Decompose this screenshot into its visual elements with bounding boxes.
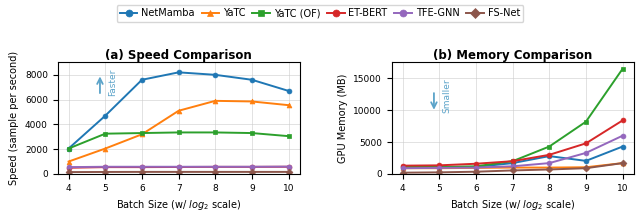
Legend: NetMamba, YaTC, YaTC (OF), ET-BERT, TFE-GNN, FS-Net: NetMamba, YaTC, YaTC (OF), ET-BERT, TFE-… bbox=[116, 5, 524, 22]
Title: (a) Speed Comparison: (a) Speed Comparison bbox=[105, 50, 252, 62]
X-axis label: Batch Size (w/ $log_2$ scale): Batch Size (w/ $log_2$ scale) bbox=[450, 198, 575, 212]
Y-axis label: GPU Memory (MB): GPU Memory (MB) bbox=[337, 74, 348, 163]
Title: (b) Memory Comparison: (b) Memory Comparison bbox=[433, 50, 592, 62]
Y-axis label: Speed (sample per second): Speed (sample per second) bbox=[10, 51, 19, 185]
X-axis label: Batch Size (w/ $log_2$ scale): Batch Size (w/ $log_2$ scale) bbox=[116, 198, 241, 212]
Text: Smaller: Smaller bbox=[442, 78, 451, 113]
Text: Faster: Faster bbox=[108, 68, 117, 96]
